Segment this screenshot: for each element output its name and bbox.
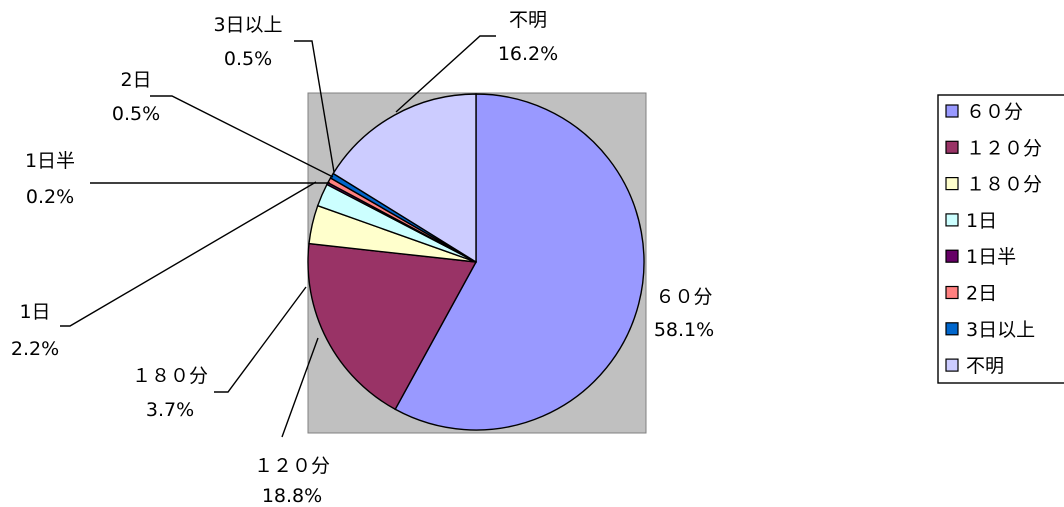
pie-slices	[307, 93, 645, 431]
slice-6-category-label: 2日	[120, 69, 151, 91]
leader-lines	[60, 35, 496, 438]
slice-1-category-label: ６０分	[655, 286, 712, 308]
slice-6-leader-line	[150, 95, 334, 178]
slice-3-leader-line	[214, 286, 307, 393]
slice-1-wedge	[394, 93, 645, 431]
slice-4-percent-label: 2.2%	[11, 338, 59, 360]
legend-label-7: 3日以上	[966, 319, 1035, 341]
slice-8-wedge	[332, 93, 477, 264]
legend-label-5: 1日半	[966, 246, 1016, 268]
slice-3-category-label: １８０分	[132, 365, 208, 387]
legend-swatch-5	[945, 249, 959, 263]
slice-8-category-label: 不明	[509, 9, 547, 31]
legend-swatch-8	[945, 358, 959, 372]
data-labels: ６０分 58.1% １２０分 18.8% １８０分 3.7% 1日 2.2% 1日半 0.2% 2日…	[11, 9, 714, 507]
slice-8-percent-label: 16.2%	[498, 43, 558, 65]
slice-2-leader-line	[281, 337, 319, 438]
legend-label-4: 1日	[966, 210, 997, 232]
slice-1-percent-label: 58.1%	[654, 319, 714, 341]
slice-5-percent-label: 0.2%	[26, 186, 74, 208]
legend-swatch-1	[945, 104, 959, 118]
slice-2-wedge	[307, 242, 478, 411]
legend-swatch-7	[945, 322, 959, 336]
slice-7-category-label: 3日以上	[213, 14, 282, 36]
slice-2-category-label: １２０分	[254, 455, 330, 477]
slice-7-percent-label: 0.5%	[224, 48, 272, 70]
legend-label-2: １２０分	[966, 137, 1042, 159]
legend-swatch-2	[945, 140, 959, 154]
slice-8-leader-line	[395, 35, 496, 113]
slice-3-percent-label: 3.7%	[146, 399, 194, 421]
slice-2-percent-label: 18.8%	[262, 485, 322, 507]
slice-4-category-label: 1日	[19, 301, 50, 323]
slice-5-category-label: 1日半	[25, 150, 75, 172]
legend-box	[937, 94, 1064, 384]
slice-4-leader-line	[60, 181, 317, 327]
legend-label-8: 不明	[966, 355, 1004, 377]
legend-swatch-4	[945, 213, 959, 227]
legend-swatch-3	[945, 177, 959, 191]
legend-label-6: 2日	[966, 283, 997, 305]
legend-swatch-6	[945, 285, 959, 300]
slice-6-percent-label: 0.5%	[112, 103, 160, 125]
legend-label-3: １８０分	[966, 174, 1042, 196]
legend-label-1: ６０分	[966, 101, 1023, 123]
slice-7-leader-line	[294, 40, 335, 173]
